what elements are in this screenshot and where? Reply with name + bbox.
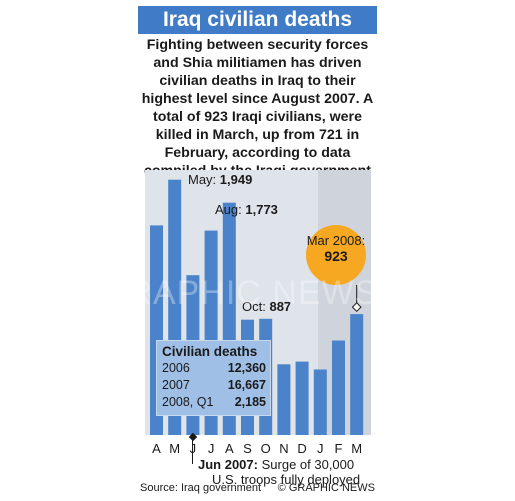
annotation-may: May: 1,949 (188, 172, 252, 187)
highlight-callout: Mar 2008: 923 (306, 225, 366, 285)
copyright-credit: © GRAPHIC NEWS (277, 482, 375, 494)
x-tick-label: O (260, 441, 271, 456)
summary-year: 2006 (162, 361, 190, 375)
callout-label: Mar 2008: (306, 233, 366, 248)
footer: Source: Iraq government © GRAPHIC NEWS (138, 483, 377, 494)
summary-year: 2007 (162, 378, 190, 392)
summary-value: 12,360 (227, 361, 266, 375)
summary-row: 2006 12,360 (162, 361, 266, 377)
x-tick-label: S (243, 441, 252, 456)
infographic-panel: Iraq civilian deaths Fighting between se… (138, 6, 377, 494)
callout-value: 923 (324, 248, 348, 264)
annotation-oct-label: Oct: (242, 299, 266, 314)
jun-note-line1: Surge of 30,000 (261, 457, 355, 472)
x-tick-label: J (207, 441, 215, 456)
summary-year: 2008, Q1 (162, 395, 214, 409)
x-tick-label: F (334, 441, 343, 456)
bar-9 (295, 361, 309, 435)
chart-title: Iraq civilian deaths (162, 8, 353, 31)
annotation-may-value: 1,949 (219, 172, 253, 187)
x-tick-label: A (224, 441, 234, 456)
jun-note-label: Jun 2007: (198, 457, 258, 472)
bar-12 (350, 314, 364, 435)
annotation-aug-value: 1,773 (245, 202, 278, 217)
bar-8 (277, 364, 291, 435)
jun-2007-stem (192, 440, 194, 464)
x-tick-label: J (317, 441, 324, 456)
annotation-oct: Oct: 887 (242, 299, 291, 314)
bar-10 (313, 369, 327, 435)
annotation-aug: Aug: 1,773 (215, 202, 278, 217)
annotation-may-label: May: (188, 172, 217, 187)
bar-11 (332, 340, 345, 435)
source-credit: Source: Iraq government (140, 482, 262, 494)
summary-box: Civilian deaths 2006 12,360 2007 16,667 … (156, 340, 271, 416)
chart-description: Fighting between security forces and Shi… (141, 37, 374, 179)
summary-title: Civilian deaths (162, 344, 258, 359)
summary-row: 2008, Q1 2,185 (162, 395, 266, 411)
summary-value: 16,667 (227, 378, 266, 392)
summary-row: 2007 16,667 (162, 378, 266, 394)
callout-marker (351, 302, 362, 313)
summary-value: 2,185 (234, 395, 266, 409)
annotation-aug-label: Aug: (215, 202, 242, 217)
x-tick-label: M (169, 441, 181, 456)
annotation-oct-value: 887 (269, 299, 292, 314)
jun-2007-note: Jun 2007: Surge of 30,000 U.S. troops fu… (198, 457, 373, 487)
header-bar: Iraq civilian deaths (138, 6, 377, 34)
x-tick-label: D (297, 441, 307, 456)
x-tick-label: N (279, 441, 289, 456)
jun-note-line2: U.S. troops fully deployed (212, 472, 361, 487)
x-tick-label: A (152, 441, 161, 456)
x-tick-label: M (351, 441, 363, 456)
